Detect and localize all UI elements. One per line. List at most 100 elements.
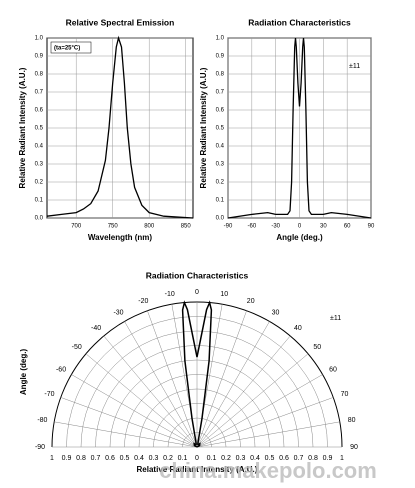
y-tick-label: 0.4 [35,144,44,150]
r-tick-label: 1 [340,455,344,462]
grid-spoke [103,335,198,448]
y-tick-label: 0.8 [216,72,225,78]
x-tick-label: -60 [247,224,256,230]
y-tick-label: 0.0 [35,216,44,222]
x-axis-label: Wavelength (nm) [88,233,152,242]
r-tick-label: 0.4 [134,455,144,462]
r-tick-label: 0.5 [120,455,130,462]
theta-tick-label: -10 [165,291,175,298]
r-tick-label: 0.4 [250,455,260,462]
grid-spoke [196,397,334,448]
annotation: (ta=25°C) [54,46,80,52]
y-tick-label: 0.7 [35,90,44,96]
data-line [181,300,213,448]
r-tick-label: 0.2 [221,455,231,462]
theta-tick-label: 80 [348,417,356,424]
x-tick-label: 850 [181,224,192,230]
r-tick-label: 0.3 [149,455,159,462]
x-tick-label: 0 [298,224,302,230]
r-tick-label: 0.8 [308,455,318,462]
grid-spoke [196,335,291,448]
y-tick-label: 0.8 [35,72,44,78]
chart-title: Relative Spectral Emission [66,17,175,27]
x-tick-label: 700 [71,224,82,230]
x-tick-label: 90 [368,224,375,230]
r-tick-label: 0.9 [323,455,333,462]
r-tick-label: 0.3 [236,455,246,462]
r-tick-label: 0 [195,455,199,462]
annotation-box [50,41,92,54]
r-tick-label: 0.7 [294,455,304,462]
y-tick-label: 0.3 [35,162,44,168]
grid-spoke [196,353,309,448]
y-tick-label: 0.7 [216,90,225,96]
theta-tick-label: -90 [35,444,45,451]
watermark: china.makepolo.com [159,458,377,483]
y-tick-label: 0.5 [216,126,225,132]
grid-spoke [124,321,198,448]
r-tick-label: 0.7 [91,455,101,462]
x-tick-label: 30 [320,224,327,230]
theta-tick-label: 0 [195,289,199,296]
theta-tick-label: 60 [329,366,337,373]
x-tick-label: -30 [271,224,280,230]
theta-tick-label: -20 [138,298,148,305]
theta-tick-label: 70 [341,391,349,398]
r-tick-label: 0.8 [76,455,86,462]
chart-title: Radiation Characteristics [146,270,249,280]
y-tick-label: 0.9 [216,54,225,60]
x-tick-label: 800 [144,224,155,230]
theta-tick-label: -60 [56,366,66,373]
r-tick-label: 0.1 [178,455,188,462]
r-tick-label: 0.6 [105,455,115,462]
y-tick-label: 1.0 [35,36,44,42]
x-axis-label: Angle (deg.) [276,233,323,242]
y-tick-label: 0.9 [35,54,44,60]
annotation: ±11 [349,63,360,70]
grid-spoke [60,397,198,448]
theta-tick-label: 40 [294,325,302,332]
x-tick-label: 750 [108,224,119,230]
data-line [227,37,372,219]
x-tick-label: 60 [344,224,351,230]
theta-tick-label: 10 [220,291,228,298]
y-tick-label: 0.3 [216,162,225,168]
theta-tick-label: -80 [37,417,47,424]
grid-spoke [196,421,340,448]
y-tick-label: 0.1 [35,198,44,204]
y-tick-label: 0.6 [35,108,44,114]
y-axis-label: Relative Radiant Intensity (A.U.) [18,67,27,188]
grid-spoke [85,353,198,448]
grid-spoke [54,421,198,448]
theta-tick-label: 30 [272,310,280,317]
theta-tick-label: 20 [247,298,255,305]
r-tick-label: 0.5 [265,455,275,462]
y-tick-label: 0.2 [216,180,225,186]
r-tick-label: 0.1 [207,455,217,462]
theta-tick-label: 90 [350,444,358,451]
theta-tick-label: -30 [113,310,123,317]
grid-spoke [147,310,198,448]
theta-tick-label: 50 [313,344,321,351]
chart-title: Radiation Characteristics [248,17,351,27]
grid-spoke [196,310,247,448]
r-tick-label: 0.9 [62,455,72,462]
r-tick-label: 0.2 [163,455,173,462]
theta-tick-label: -40 [91,325,101,332]
grid-spoke [71,374,198,448]
y-tick-label: 0.1 [216,198,225,204]
x-tick-label: -90 [224,224,233,230]
data-line [46,35,194,219]
r-axis-label: Relative Radiant Intensity (A.U.) [137,465,258,474]
y-axis-label: Relative Radiant Intensity (A.U.) [199,67,208,188]
theta-axis-label: Angle (deg.) [19,349,28,396]
theta-tick-label: -70 [44,391,54,398]
grid-spoke [196,321,270,448]
r-tick-label: 0.6 [279,455,289,462]
grid-spoke [196,374,323,448]
y-tick-label: 0.6 [216,108,225,114]
y-tick-label: 0.5 [35,126,44,132]
y-tick-label: 0.2 [35,180,44,186]
annotation: ±11 [330,315,341,322]
